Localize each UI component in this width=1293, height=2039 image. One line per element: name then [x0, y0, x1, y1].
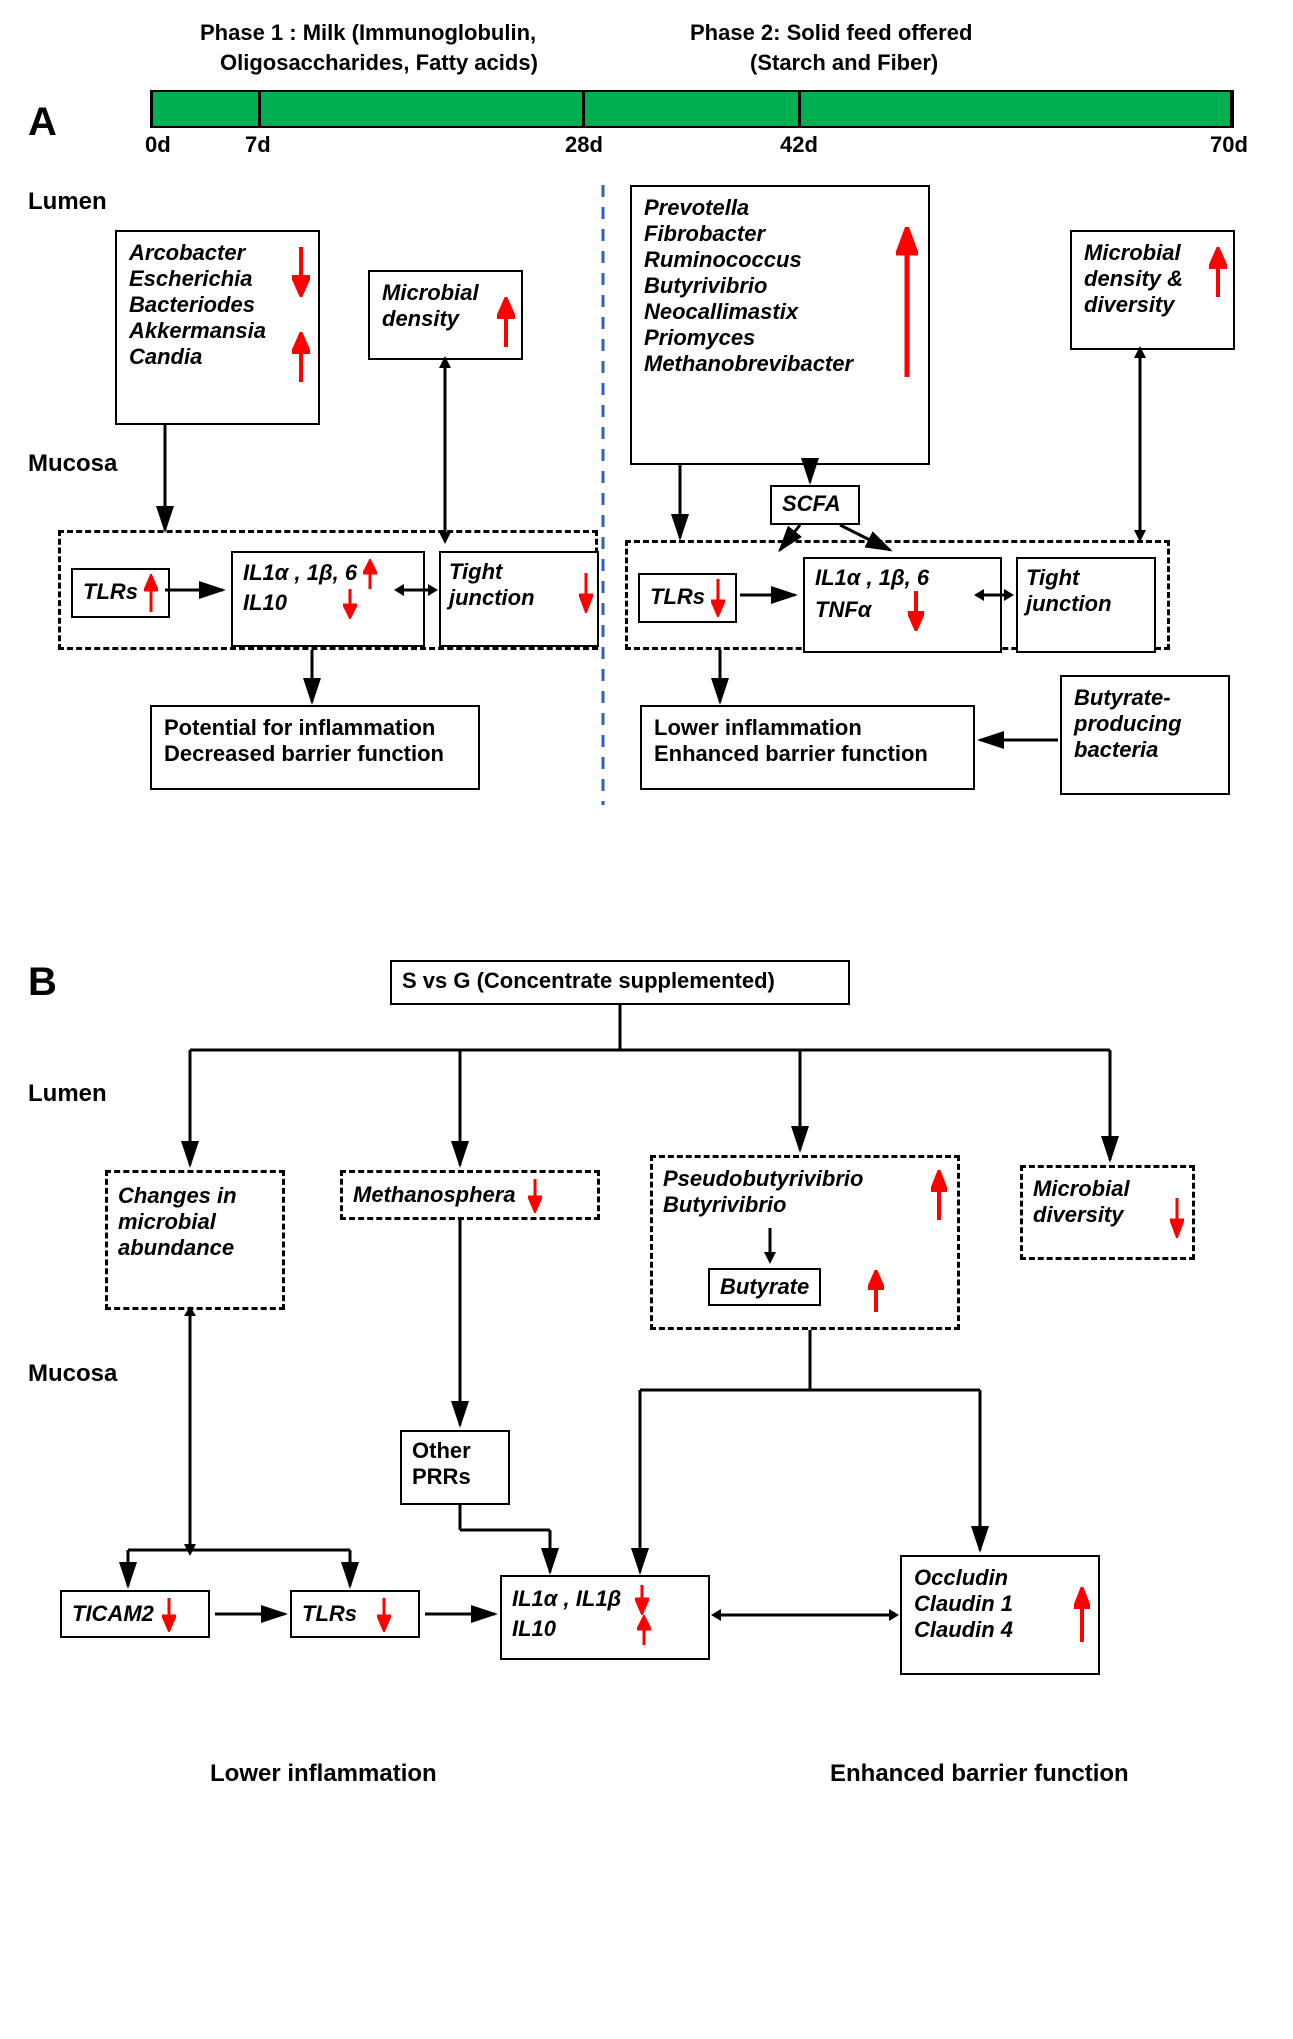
left-tlrs-box: TLRs [71, 568, 170, 618]
microbe: Priomyces [644, 325, 916, 351]
lumen-label-a: Lumen [28, 188, 107, 216]
left-density-box: Microbial density [368, 270, 523, 360]
lumen-label-b: Lumen [28, 1080, 107, 1108]
occludin-box: Occludin Claudin 1 Claudin 4 [900, 1555, 1100, 1675]
tlrs-b-box: TLRs [290, 1590, 420, 1638]
microbe: Fibrobacter [644, 221, 916, 247]
panel-b-label: B [28, 960, 57, 1005]
down-arrow-icon [528, 1179, 542, 1213]
panel-a: A Phase 1 : Milk (Immunoglobulin, Oligos… [20, 20, 1273, 920]
microbe: Neocallimastix [644, 299, 916, 325]
right-tight-box: Tight junction [1016, 557, 1156, 653]
changes-box: Changes in microbial abundance [105, 1170, 285, 1310]
phase1-sub: Oligosaccharides, Fatty acids) [220, 50, 538, 76]
down-arrow-icon [292, 247, 310, 297]
mucosa-label-b: Mucosa [28, 1360, 117, 1388]
up-arrow-icon [1074, 1587, 1090, 1642]
down-arrow-icon [1170, 1198, 1184, 1238]
phase2-title: Phase 2: Solid feed offered [690, 20, 972, 46]
microbe: Butyrivibrio [644, 273, 916, 299]
butyrate-box: Butyrate [708, 1268, 821, 1306]
panel-a-label: A [28, 100, 57, 145]
up-arrow-icon [497, 297, 515, 347]
down-arrow-icon [162, 1598, 176, 1632]
right-microbes-box: Prevotella Fibrobacter Ruminococcus Buty… [630, 185, 930, 465]
summary-right: Enhanced barrier function [830, 1760, 1129, 1788]
up-arrow-icon [144, 574, 158, 612]
up-arrow-icon [1209, 247, 1227, 297]
up-arrow-icon [363, 559, 377, 589]
ticam-box: TICAM2 [60, 1590, 210, 1638]
up-arrow-icon [868, 1270, 884, 1312]
tick-7d: 7d [245, 132, 271, 158]
down-arrow-icon [377, 1598, 391, 1632]
left-tight-box: Tight junction [439, 551, 599, 647]
down-arrow-icon [711, 579, 725, 617]
timeline-bar [150, 90, 1234, 128]
microbe: Candia [129, 344, 306, 370]
microbe: Akkermansia [129, 318, 306, 344]
microbe: Prevotella [644, 195, 916, 221]
down-arrow-icon [343, 589, 357, 619]
timeline: Phase 1 : Milk (Immunoglobulin, Oligosac… [150, 20, 1250, 170]
up-arrow-icon [896, 227, 918, 377]
density-label: Microbial density [382, 280, 479, 331]
summary-left: Lower inflammation [210, 1760, 437, 1788]
left-outcome-box: Potential for inflammation Decreased bar… [150, 705, 480, 790]
up-arrow-icon [292, 332, 310, 382]
right-tlrs-box: TLRs [638, 573, 737, 623]
left-mucosa-box: TLRs IL1α , 1β, 6 IL10 Tight junction [58, 530, 598, 650]
mucosa-label-a: Mucosa [28, 450, 117, 478]
down-arrow-icon [635, 1585, 649, 1615]
microbe: Arcobacter [129, 240, 306, 266]
left-il-box: IL1α , 1β, 6 IL10 [231, 551, 425, 647]
pseudo-box: Pseudobutyrivibrio Butyrivibrio Butyrate [650, 1155, 960, 1330]
scfa-box: SCFA [770, 485, 860, 525]
il-b-box: IL1α , IL1β IL10 [500, 1575, 710, 1660]
microbe: Ruminococcus [644, 247, 916, 273]
up-arrow-icon [931, 1170, 947, 1220]
diversity-box: Microbial diversity [1020, 1165, 1195, 1260]
right-il-box: IL1α , 1β, 6 TNFα [803, 557, 1002, 653]
panel-b: B Lumen Mucosa S vs G (Concentrate suppl… [20, 960, 1273, 1910]
microbe: Escherichia [129, 266, 306, 292]
up-arrow-icon [637, 1615, 651, 1645]
microbe: Bacteriodes [129, 292, 306, 318]
tick-70d: 70d [1210, 132, 1248, 158]
phase-divider [600, 185, 606, 805]
right-outcome-box: Lower inflammation Enhanced barrier func… [640, 705, 975, 790]
methano-box: Methanosphera [340, 1170, 600, 1220]
other-prrs-box: Other PRRs [400, 1430, 510, 1505]
left-microbes-box: Arcobacter Escherichia Bacteriodes Akker… [115, 230, 320, 425]
tick-0d: 0d [145, 132, 171, 158]
svg-top-box: S vs G (Concentrate supplemented) [390, 960, 850, 1005]
phase1-title: Phase 1 : Milk (Immunoglobulin, [200, 20, 536, 46]
down-arrow-icon [908, 591, 924, 631]
tick-42d: 42d [780, 132, 818, 158]
butyrate-bact-box: Butyrate-producing bacteria [1060, 675, 1230, 795]
right-density-box: Microbial density & diversity [1070, 230, 1235, 350]
phase2-sub: (Starch and Fiber) [750, 50, 938, 76]
microbe: Methanobrevibacter [644, 351, 916, 377]
down-arrow-icon [579, 573, 593, 613]
inner-arrow-icon [763, 1228, 777, 1266]
right-mucosa-box: TLRs IL1α , 1β, 6 TNFα Tight junction [625, 540, 1170, 650]
tick-28d: 28d [565, 132, 603, 158]
